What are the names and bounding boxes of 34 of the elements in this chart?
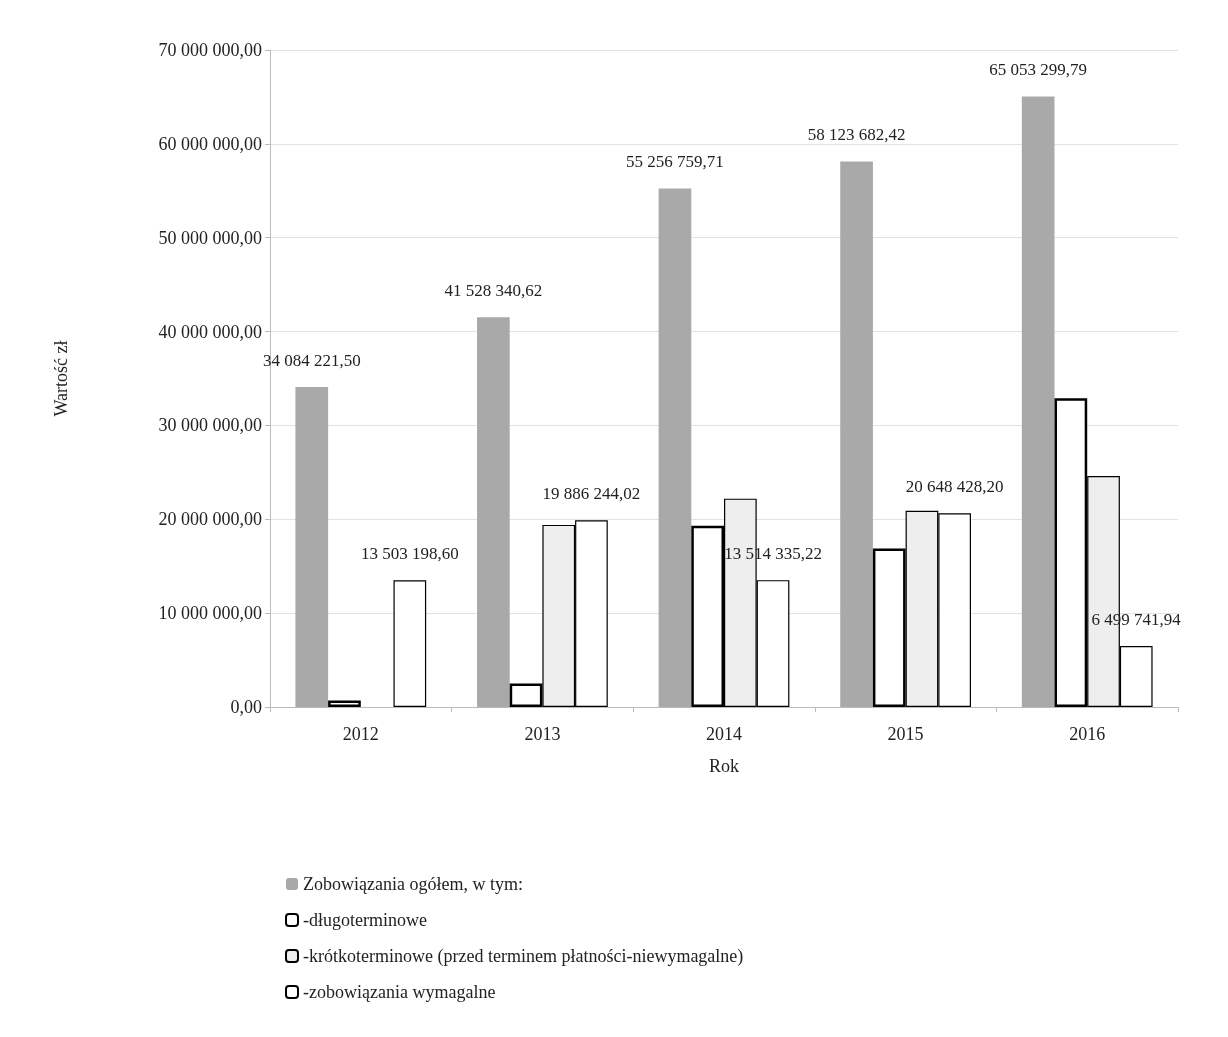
x-tick-label: 2015 (887, 724, 924, 744)
y-tick-label: 20 000 000,00 (158, 509, 262, 530)
y-tick-label: 30 000 000,00 (158, 415, 262, 436)
bar (477, 317, 510, 707)
bar (840, 161, 873, 707)
x-tick-label: 2012 (342, 724, 379, 744)
y-tick-label: 0,00 (230, 697, 262, 717)
y-tick-label: 70 000 000,00 (158, 40, 262, 60)
bar (1021, 96, 1055, 707)
y-tick-label: 10 000 000,00 (158, 603, 262, 624)
y-tick-label: 50 000 000,00 (158, 227, 262, 248)
legend-label: -krótkoterminowe (przed terminem płatności-niewymagalne) (303, 946, 744, 967)
legend-label: -długoterminowe (303, 910, 427, 930)
y-tick-label: 60 000 000,00 (158, 133, 262, 154)
bar (328, 700, 361, 707)
data-label: 55 256 759,71 (626, 152, 724, 172)
data-label: 34 084 221,50 (262, 351, 361, 371)
data-label: 58 123 682,42 (807, 125, 906, 145)
bar (658, 188, 692, 707)
legend-label: Zobowiązania ogółem, w tym: (303, 874, 523, 894)
data-label: 41 528 340,62 (444, 281, 543, 301)
data-label: 13 503 198,60 (360, 544, 459, 564)
data-label: 65 053 299,79 (989, 60, 1088, 80)
x-tick-label: 2014 (706, 724, 742, 744)
bar (393, 580, 427, 707)
x-tick-label: 2013 (524, 724, 561, 744)
y-axis-title: Wartość zł (51, 340, 71, 417)
y-tick-label: 40 000 000,00 (158, 321, 262, 342)
legend-label: -zobowiązania wymagalne (303, 982, 496, 1002)
data-label: 19 886 244,02 (542, 484, 641, 504)
x-tick-label: 2016 (1069, 724, 1106, 744)
x-axis-title: Rok (708, 756, 740, 776)
data-label: 20 648 428,20 (905, 477, 1004, 497)
bar (295, 387, 329, 707)
